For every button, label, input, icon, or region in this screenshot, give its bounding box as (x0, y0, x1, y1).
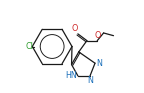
Text: N: N (87, 76, 93, 85)
Text: N: N (96, 59, 102, 68)
Text: HN: HN (65, 71, 77, 80)
Text: O: O (94, 31, 101, 40)
Text: Cl: Cl (25, 42, 33, 51)
Text: O: O (71, 24, 77, 33)
